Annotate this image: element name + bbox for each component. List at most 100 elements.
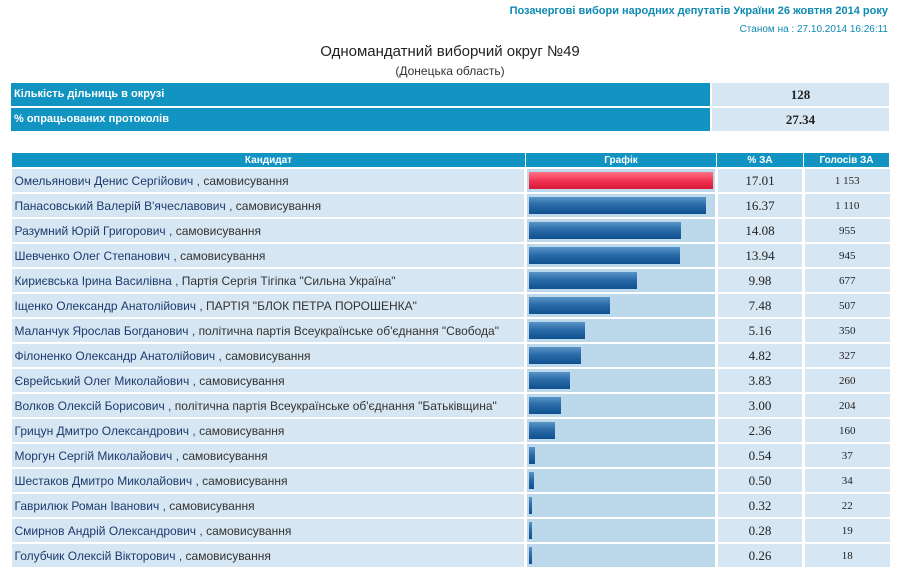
- vote-share-bar: [529, 347, 581, 364]
- candidate-cell: Шевченко Олег Степанович , самовисування: [11, 242, 526, 269]
- vote-share-bar: [529, 222, 681, 239]
- vote-share-bar: [529, 522, 532, 539]
- vote-share-bar: [529, 447, 535, 464]
- table-row: Філоненко Олександр Анатолійович , самов…: [11, 342, 890, 369]
- candidate-cell: Шестаков Дмитро Миколайович , самовисува…: [11, 467, 526, 494]
- candidate-cell: Гаврилюк Роман Іванович , самовисування: [11, 492, 526, 519]
- candidate-name: Омельянович Денис Сергійович: [14, 173, 194, 188]
- candidate-party: політична партія Всеукраїнське об'єднанн…: [198, 323, 499, 338]
- votes-cell: 19: [803, 517, 890, 544]
- candidate-party: самовисування: [199, 373, 285, 388]
- graph-cell: [524, 267, 718, 294]
- table-row: Разумний Юрій Григорович , самовисування…: [11, 217, 890, 244]
- candidate-cell: Смирнов Андрій Олександрович , самовисув…: [11, 517, 526, 544]
- candidate-cell: Голубчик Олексій Вікторович , самовисува…: [11, 542, 526, 568]
- table-header: Кандидат Графік % ЗА Голосів ЗА: [11, 152, 890, 169]
- summary-value: 128: [712, 83, 889, 106]
- graph-cell: [524, 167, 718, 194]
- votes-cell: 945: [803, 242, 890, 269]
- name-separator: ,: [215, 348, 226, 363]
- votes-cell: 22: [803, 492, 890, 519]
- graph-cell: [524, 192, 718, 219]
- percent-cell: 13.94: [716, 242, 805, 269]
- vote-share-bar: [529, 322, 585, 339]
- name-separator: ,: [172, 448, 183, 463]
- vote-share-bar: [529, 197, 706, 214]
- percent-cell: 2.36: [716, 417, 805, 444]
- candidate-party: політична партія Всеукраїнське об'єднанн…: [174, 398, 497, 413]
- candidate-name: Філоненко Олександр Анатолійович: [14, 348, 216, 363]
- candidate-name: Моргун Сергій Миколайович: [14, 448, 173, 463]
- votes-cell: 18: [803, 542, 890, 568]
- votes-cell: 1 110: [803, 192, 890, 219]
- graph-cell: [524, 442, 718, 469]
- candidate-name: Шестаков Дмитро Миколайович: [14, 473, 193, 488]
- col-header-candidate: Кандидат: [11, 152, 526, 169]
- candidate-name: Кириєвська Ірина Василівна: [14, 273, 172, 288]
- table-row: Гаврилюк Роман Іванович , самовисування 0…: [11, 492, 890, 519]
- candidate-cell: Панасовський Валерій В'ячеславович , сам…: [11, 192, 526, 219]
- status-timestamp: Станом на : 27.10.2014 16:26:11: [739, 24, 888, 35]
- candidate-name: Шевченко Олег Степанович: [14, 248, 171, 263]
- votes-cell: 37: [803, 442, 890, 469]
- graph-cell: [524, 342, 718, 369]
- candidate-party: самовисування: [199, 423, 285, 438]
- candidate-name: Волков Олексій Борисович: [14, 398, 165, 413]
- vote-share-bar: [529, 372, 570, 389]
- name-separator: ,: [159, 498, 170, 513]
- name-separator: ,: [171, 273, 182, 288]
- vote-share-bar: [529, 272, 637, 289]
- candidate-party: самовисування: [225, 348, 311, 363]
- graph-cell: [524, 517, 718, 544]
- graph-cell: [524, 392, 718, 419]
- percent-cell: 0.26: [716, 542, 805, 568]
- name-separator: ,: [193, 173, 204, 188]
- votes-cell: 34: [803, 467, 890, 494]
- percent-cell: 3.83: [716, 367, 805, 394]
- results-rows: Омельянович Денис Сергійович , самовисув…: [11, 167, 890, 568]
- table-row: Моргун Сергій Миколайович , самовисуванн…: [11, 442, 890, 469]
- candidate-party: самовисування: [206, 523, 292, 538]
- candidate-party: самовисування: [203, 173, 289, 188]
- summary-label: Кількість дільниць в окрузі: [11, 83, 710, 106]
- vote-share-bar: [529, 497, 532, 514]
- vote-share-bar: [529, 547, 532, 564]
- candidate-party: самовисування: [202, 473, 288, 488]
- summary-value: 27.34: [712, 108, 889, 131]
- table-row: Омельянович Денис Сергійович , самовисув…: [11, 167, 890, 194]
- percent-cell: 0.32: [716, 492, 805, 519]
- votes-cell: 204: [803, 392, 890, 419]
- vote-share-bar: [529, 172, 713, 189]
- table-row: Єврейський Олег Миколайович , самовисува…: [11, 367, 890, 394]
- col-header-graph: Графік: [525, 152, 717, 169]
- percent-cell: 4.82: [716, 342, 805, 369]
- candidate-name: Іщенко Олександр Анатолійович: [14, 298, 197, 313]
- candidate-cell: Іщенко Олександр Анатолійович , ПАРТІЯ "…: [11, 292, 526, 319]
- name-separator: ,: [165, 223, 176, 238]
- candidate-name: Панасовський Валерій В'ячеславович: [14, 198, 226, 213]
- candidate-party: самовисування: [235, 198, 322, 213]
- percent-cell: 9.98: [716, 267, 805, 294]
- candidate-cell: Кириєвська Ірина Василівна , Партія Серг…: [11, 267, 526, 294]
- table-row: Голубчик Олексій Вікторович , самовисува…: [11, 542, 890, 568]
- vote-share-bar: [529, 297, 610, 314]
- graph-cell: [524, 367, 718, 394]
- graph-cell: [524, 542, 718, 568]
- table-row: Панасовський Валерій В'ячеславович , сам…: [11, 192, 890, 219]
- candidate-party: самовисування: [180, 248, 266, 263]
- name-separator: ,: [225, 198, 236, 213]
- candidate-name: Єврейський Олег Миколайович: [14, 373, 190, 388]
- vote-share-bar: [529, 472, 534, 489]
- candidate-name: Гаврилюк Роман Іванович: [14, 498, 160, 513]
- candidate-cell: Волков Олексій Борисович , політична пар…: [11, 392, 526, 419]
- vote-share-bar: [529, 397, 561, 414]
- table-row: Кириєвська Ірина Василівна , Партія Серг…: [11, 267, 890, 294]
- candidate-party: Партія Сергія Тігіпка "Сильна Україна": [181, 273, 396, 288]
- percent-cell: 3.00: [716, 392, 805, 419]
- graph-cell: [524, 317, 718, 344]
- percent-cell: 5.16: [716, 317, 805, 344]
- candidate-cell: Разумний Юрій Григорович , самовисування: [11, 217, 526, 244]
- graph-cell: [524, 242, 718, 269]
- candidate-cell: Моргун Сергій Миколайович , самовисуванн…: [11, 442, 526, 469]
- col-header-votes: Голосів ЗА: [803, 152, 890, 169]
